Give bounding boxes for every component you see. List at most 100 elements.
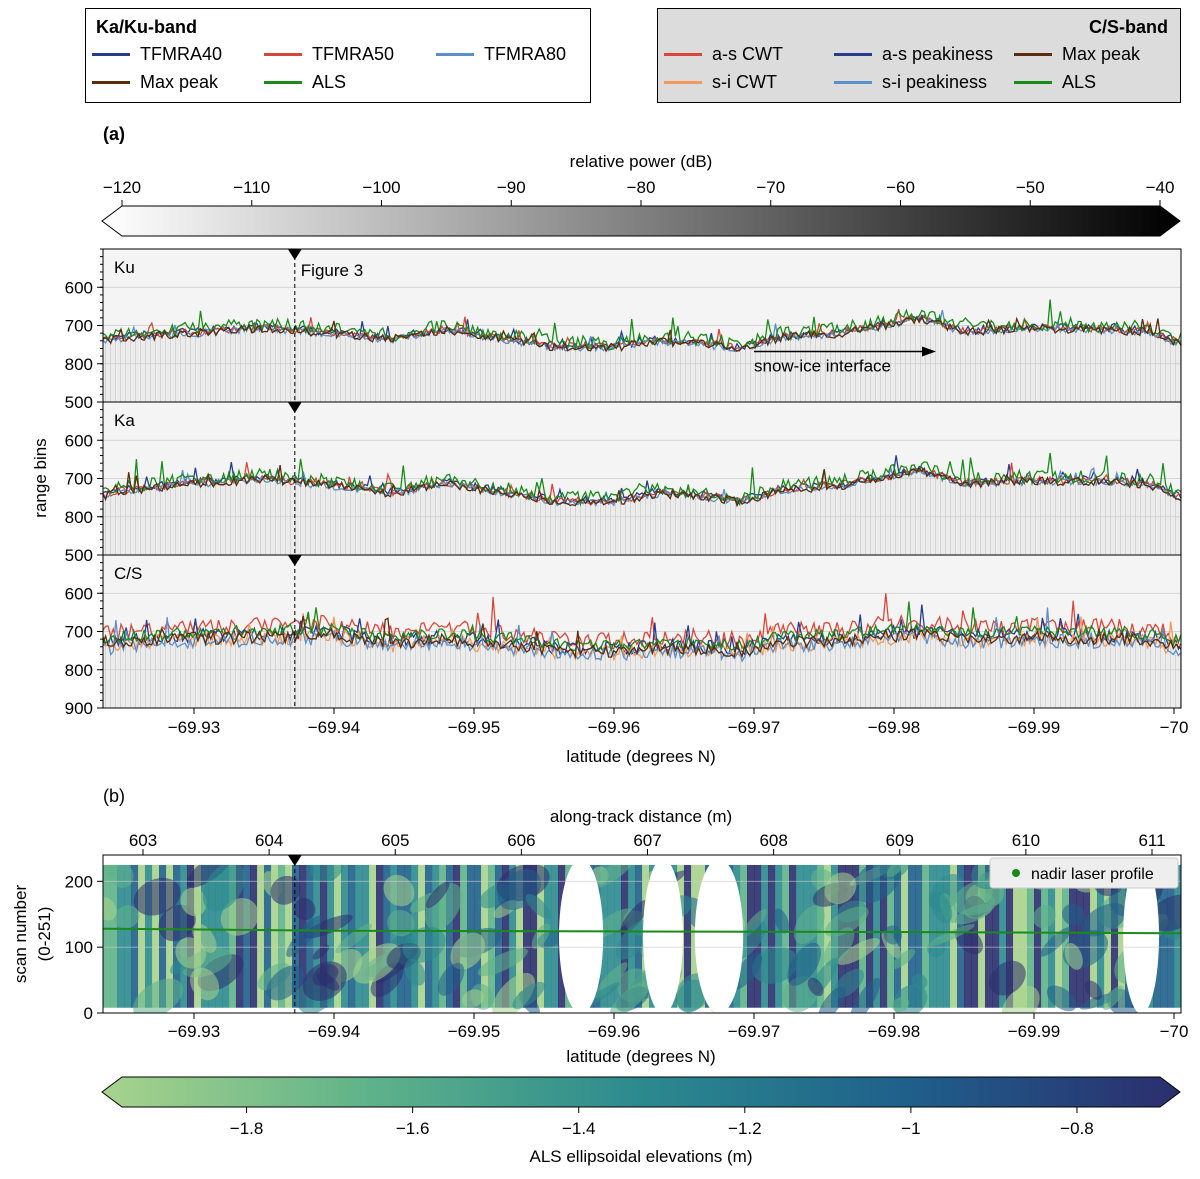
series-line — [103, 615, 1181, 660]
legend-label: a-s peakiness — [882, 43, 994, 64]
legend-item-as-cwt: a-s CWT — [664, 43, 834, 65]
als-swath-strip — [901, 864, 909, 1008]
x-tick-label: −69.97 — [728, 718, 780, 737]
als-texture — [461, 989, 484, 1009]
legend-label: Max peak — [140, 71, 219, 92]
als-swath-strip — [446, 864, 454, 1008]
als-texture — [751, 946, 798, 984]
series-line — [103, 607, 1181, 663]
als-texture — [158, 904, 196, 942]
legend-swatch — [436, 52, 474, 56]
als-texture — [793, 904, 825, 945]
als-swath-strip — [782, 864, 790, 1008]
als-texture — [450, 932, 485, 970]
x-tick-label: −69.94 — [308, 1022, 360, 1041]
als-swath-strip — [369, 864, 377, 1008]
legend-label: Max peak — [1062, 43, 1141, 64]
als-gap — [1123, 858, 1159, 1013]
legend-kaku-band: Ka/Ku-band TFMRA40 TFMRA50 TFMRA80 Max p… — [85, 8, 591, 103]
colorbar-tick-label: −90 — [497, 178, 526, 197]
top-tick-label: 605 — [381, 831, 409, 850]
als-texture — [1032, 905, 1056, 929]
als-swath-strip — [145, 864, 153, 1008]
panel-b-ylabel2: (0-251) — [35, 907, 54, 962]
x-tick-label: −69.99 — [1008, 1022, 1060, 1041]
als-swath-strip — [243, 864, 251, 1008]
als-texture — [620, 899, 650, 935]
als-swath-strip — [257, 864, 265, 1008]
als-swath-strip — [285, 864, 293, 1008]
als-texture — [1064, 943, 1083, 970]
als-swath-strip — [215, 864, 223, 1008]
als-swath-strip — [341, 864, 349, 1008]
y-tick-label: 600 — [65, 584, 93, 603]
panel-a-ylabel: range bins — [31, 438, 50, 517]
als-texture — [293, 898, 316, 921]
als-texture — [180, 887, 207, 917]
colorbar-tick-label: −100 — [362, 178, 400, 197]
panel-b-ylabel: scan number — [11, 885, 30, 984]
y-tick-label: 800 — [65, 355, 93, 374]
colorbar-tick-label: −1.4 — [562, 1119, 596, 1138]
top-tick-label: 603 — [129, 831, 157, 850]
als-swath-strip — [761, 864, 769, 1008]
als-texture — [1148, 894, 1181, 932]
als-swath-strip — [383, 864, 391, 1008]
als-texture — [302, 961, 347, 1001]
subpanel-1 — [103, 401, 1181, 555]
als-swath-strip — [985, 864, 993, 1008]
y-tick-label: 700 — [65, 470, 93, 489]
legend-swatch — [92, 52, 130, 56]
x-tick-label: −69.93 — [168, 1022, 220, 1041]
legend-item-als: ALS — [264, 71, 436, 93]
als-texture — [312, 945, 330, 960]
x-tick-label: −69.93 — [168, 718, 220, 737]
legend-item-si-cwt: s-i CWT — [664, 71, 834, 93]
y-tick-label: 800 — [65, 508, 93, 527]
annotation-arrow-head — [922, 346, 936, 357]
legend-item-max-peak: Max peak — [1014, 43, 1174, 65]
x-tick-label: −69.95 — [448, 718, 500, 737]
top-tick-label: 604 — [255, 831, 283, 850]
panel-b-frame — [102, 854, 1182, 1014]
als-texture — [387, 909, 415, 937]
colorbar-tick-label: −1 — [901, 1119, 920, 1138]
als-swath-strip — [852, 864, 860, 1008]
x-tick-label: −70 — [1160, 1022, 1189, 1041]
figure3-marker-triangle — [287, 855, 302, 866]
als-swath-strip — [250, 864, 258, 1008]
y-tick-label: 600 — [65, 278, 93, 297]
als-texture — [1102, 985, 1124, 1011]
figure3-marker-triangle — [287, 402, 302, 413]
als-swath-strip — [523, 864, 531, 1008]
y-tick-label: 600 — [65, 431, 93, 450]
series-line — [103, 314, 1181, 353]
als-texture — [402, 926, 446, 963]
annotation-text: snow-ice interface — [754, 357, 891, 376]
colorbar-power-label: relative power (dB) — [570, 152, 713, 171]
als-swath-strip — [1041, 864, 1049, 1008]
series-line — [103, 601, 1181, 652]
als-texture — [1084, 980, 1103, 1000]
als-texture — [202, 861, 246, 912]
als-swath-strip — [1111, 864, 1119, 1008]
legend-label: ALS — [1062, 71, 1097, 92]
als-texture — [113, 905, 140, 929]
als-texture — [190, 967, 220, 1001]
als-swath-strip — [1027, 864, 1035, 1008]
als-texture — [892, 996, 910, 1013]
als-swath-strip — [775, 864, 783, 1008]
als-swath-strip — [768, 864, 776, 1008]
legend-kaku-title: Ka/Ku-band — [96, 17, 197, 37]
als-texture — [824, 906, 869, 937]
legend-label: TFMRA50 — [312, 43, 395, 64]
als-swath-strip — [859, 864, 867, 1008]
legend-swatch — [834, 52, 872, 56]
als-texture — [425, 881, 450, 909]
legend-item-tfmra80: TFMRA80 — [436, 43, 596, 65]
als-gap — [643, 858, 683, 1013]
als-texture — [404, 958, 426, 986]
legend-item-max-peak: Max peak — [92, 71, 264, 93]
als-swath-strip — [110, 864, 118, 1008]
als-swath-strip — [1104, 864, 1112, 1008]
